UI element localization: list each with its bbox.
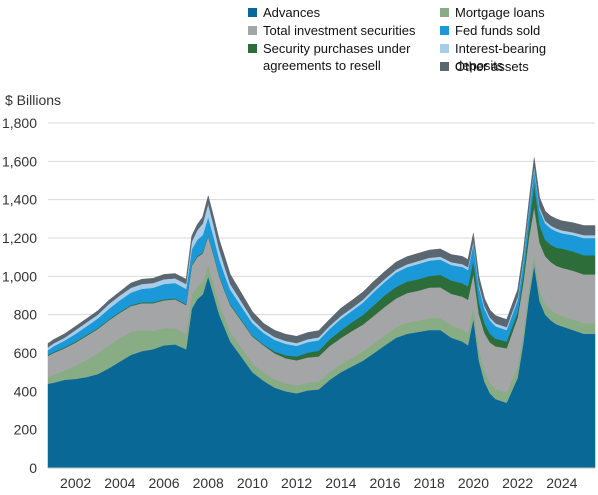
legend-item-advances: Advances [248,4,415,22]
legend-label-total-investment-securities: Total investment securities [263,23,416,38]
total-investment-securities-swatch [248,26,257,35]
x-tick-label: 2020 [458,475,489,491]
advances-swatch [248,8,257,17]
x-tick-label: 2010 [237,475,268,491]
y-tick-label: 800 [14,307,38,323]
x-tick-label: 2016 [369,475,400,491]
x-tick-label: 2006 [148,475,179,491]
y-tick-label: 400 [14,383,38,399]
legend-label-mortgage-loans: Mortgage loans [455,5,545,20]
legend-item-total-investment-securities: Total investment securities [248,22,415,40]
x-tick-label: 2018 [414,475,445,491]
fed-funds-sold-swatch [440,26,449,35]
x-tick-label: 2004 [104,475,135,491]
legend-item-security-purchases: Security purchases under agreements to r… [248,40,415,76]
x-tick-label: 2002 [60,475,91,491]
y-tick-label: 600 [14,345,38,361]
y-tick-label: 1,200 [2,230,37,246]
legend-label-advances: Advances [263,5,321,20]
legend-column-left: Advances Total investment securities Sec… [248,4,415,76]
legend-item-interest-bearing-deposits: Interest-bearing deposits [440,40,598,73]
y-axis-unit-label: $ Billions [5,92,62,108]
legend-item-other-assets: Other assets [440,58,598,76]
y-tick-label: 0 [29,460,37,476]
x-tick-label: 2022 [502,475,533,491]
legend-label-security-purchases: Security purchases under agreements to r… [263,41,411,73]
x-tick-label: 2008 [193,475,224,491]
legend-label-other-assets: Other assets [455,59,529,74]
legend-item-fed-funds-sold: Fed funds sold [440,22,598,40]
x-tick-label: 2014 [325,475,356,491]
security-purchases-swatch [248,44,257,53]
legend-label-interest-bearing-deposits: Interest-bearing deposits [455,41,547,73]
area-other-assets [47,157,596,348]
interest-bearing-deposits-swatch [440,44,449,53]
y-tick-label: 200 [14,422,38,438]
mortgage-loans-swatch [440,8,449,17]
y-tick-label: 1,800 [2,115,37,131]
legend-column-right: Mortgage loans Fed funds sold Interest-b… [440,4,598,76]
legend-label-fed-funds-sold: Fed funds sold [455,23,541,38]
legend-item-mortgage-loans: Mortgage loans [440,4,598,22]
y-tick-label: 1,600 [2,153,37,169]
y-tick-label: 1,400 [2,192,37,208]
x-tick-label: 2024 [546,475,577,491]
y-tick-label: 1,000 [2,268,37,284]
other-assets-swatch [440,62,449,71]
x-tick-label: 2012 [281,475,312,491]
